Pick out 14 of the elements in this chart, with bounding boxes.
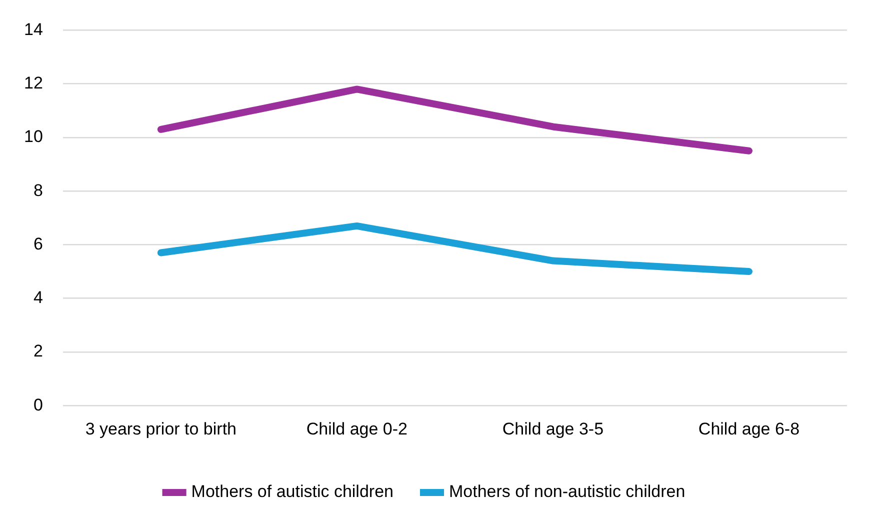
x-tick-label: Child age 3-5 — [502, 419, 604, 438]
y-tick-label: 2 — [33, 342, 43, 361]
y-tick-label: 10 — [24, 127, 43, 146]
y-tick-label: 12 — [24, 74, 43, 93]
y-tick-label: 4 — [33, 288, 43, 308]
y-tick-label: 14 — [24, 20, 43, 39]
x-tick-label: Child age 6-8 — [698, 419, 800, 438]
x-tick-label: Child age 0-2 — [306, 419, 408, 438]
x-tick-label: 3 years prior to birth — [85, 419, 237, 438]
legend-label: Mothers of non-autistic children — [448, 482, 686, 502]
y-tick-label: 8 — [33, 180, 43, 200]
y-tick-label: 6 — [33, 234, 43, 254]
y-tick-label: 0 — [33, 395, 43, 414]
legend-label: Mothers of autistic children — [191, 482, 394, 502]
